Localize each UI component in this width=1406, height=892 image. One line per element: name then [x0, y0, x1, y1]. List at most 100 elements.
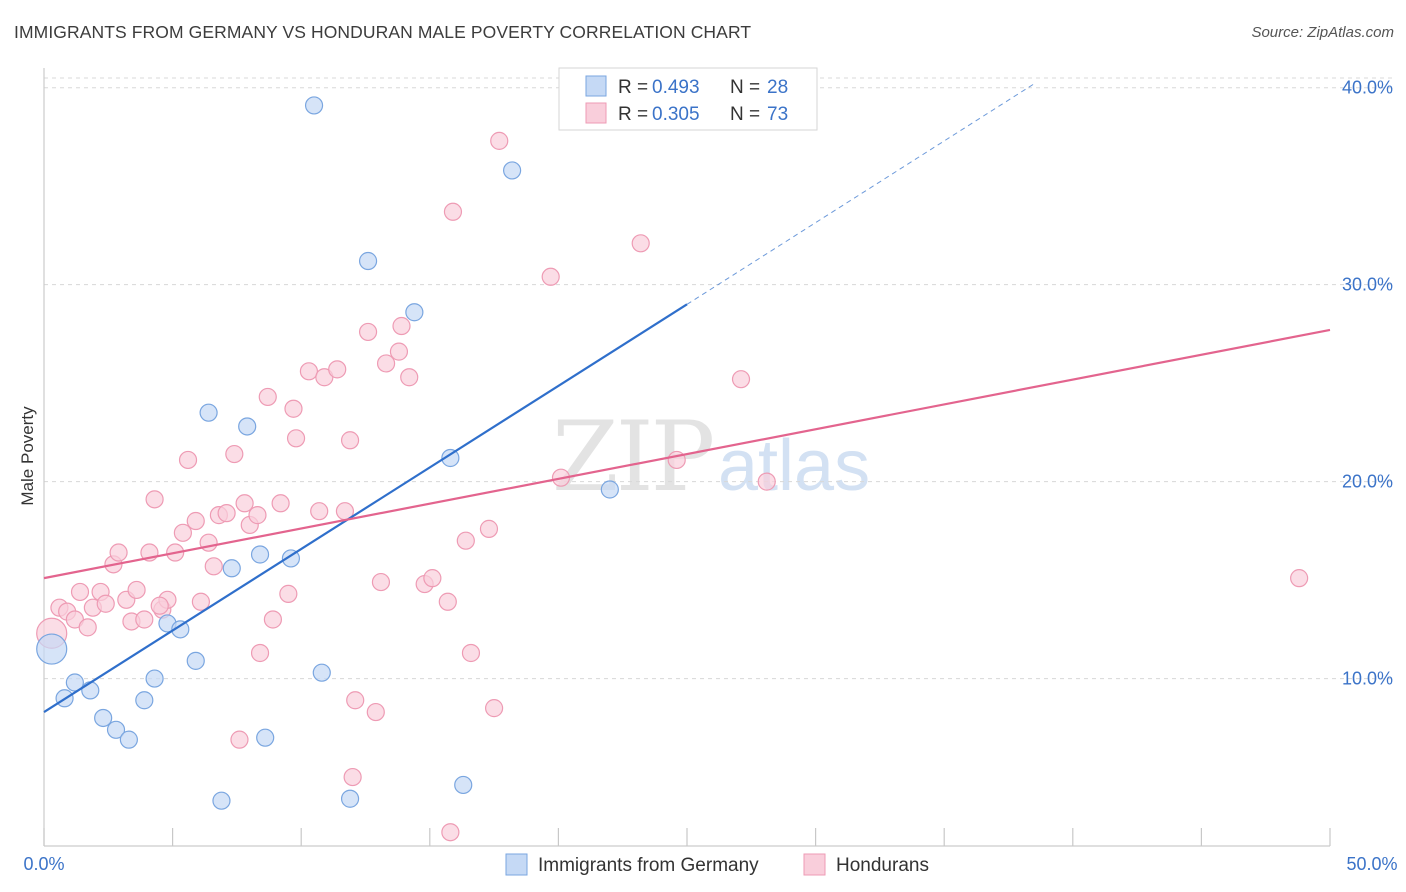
germany-point-17 — [256, 728, 275, 747]
trend-lines — [43, 83, 1331, 713]
bottom-legend-label-germany: Immigrants from Germany — [538, 855, 759, 876]
legend-r-label-2: R = — [618, 104, 648, 125]
germany-point-26 — [503, 161, 522, 180]
source-credit: Source: ZipAtlas.com — [1251, 24, 1394, 41]
germany-point-10 — [171, 620, 190, 639]
x-ticks — [43, 828, 1331, 846]
germany-point-20 — [312, 663, 331, 682]
honduran-point-68 — [731, 370, 751, 389]
germany-point-14 — [222, 559, 241, 578]
honduran-point-22 — [186, 511, 205, 531]
honduran-point-49 — [371, 572, 391, 592]
y-tick-label-20: 20.0% — [1342, 472, 1393, 492]
honduran-point-53 — [400, 368, 419, 387]
honduran-point-8 — [96, 594, 115, 613]
legend-n-value-2: 73 — [767, 104, 788, 125]
germany-point-8 — [145, 669, 164, 688]
germany-point-18 — [281, 549, 301, 568]
honduran-point-66 — [631, 234, 650, 253]
legend-swatch-germany — [585, 75, 607, 97]
legend-r-label-1: R = — [618, 77, 648, 98]
germany-point-25 — [454, 775, 473, 795]
germany-point-3 — [81, 681, 100, 700]
honduran-point-63 — [490, 131, 509, 150]
trend-line-germany — [43, 303, 688, 713]
honduran-point-52 — [392, 316, 411, 336]
trend-line-hondurans — [43, 328, 1331, 580]
honduran-point-13 — [127, 580, 146, 600]
honduran-point-57 — [441, 823, 460, 842]
honduran-point-64 — [541, 267, 560, 286]
bottom-legend-swatch-germany — [505, 853, 528, 876]
germany-point-0 — [36, 633, 68, 665]
honduran-point-38 — [284, 399, 303, 418]
honduran-point-16 — [145, 490, 164, 509]
watermark-zip: ZIP — [552, 401, 713, 513]
x-tick-label-max: 50.0% — [1346, 854, 1397, 874]
honduran-point-45 — [340, 431, 360, 450]
honduran-point-25 — [204, 557, 223, 576]
y-tick-labels: 10.0% 20.0% 30.0% 40.0% — [1342, 78, 1393, 689]
germany-point-2 — [65, 673, 84, 692]
y-tick-label-30: 30.0% — [1342, 275, 1393, 295]
honduran-point-69 — [757, 472, 776, 491]
chart-title: IMMIGRANTS FROM GERMANY VS HONDURAN MALE… — [14, 22, 752, 42]
honduran-point-71 — [343, 767, 362, 787]
honduran-point-21 — [178, 450, 198, 470]
honduran-point-14 — [135, 610, 154, 629]
germany-point-19 — [304, 96, 324, 115]
honduran-point-20 — [173, 523, 192, 542]
honduran-point-34 — [258, 387, 277, 407]
legend-n-value-1: 28 — [767, 77, 788, 98]
legend-r-value-1: 0.493 — [652, 77, 700, 98]
honduran-point-72 — [150, 596, 169, 615]
legend: R = 0.493 N = 28 R = 0.305 N = 73 — [558, 67, 818, 131]
honduran-point-47 — [358, 322, 378, 342]
honduran-point-29 — [230, 730, 249, 749]
series-germany — [36, 96, 619, 810]
y-tick-label-10: 10.0% — [1342, 669, 1393, 689]
germany-point-4 — [94, 708, 113, 728]
honduran-point-60 — [461, 643, 481, 663]
honduran-point-62 — [485, 699, 504, 718]
honduran-point-23 — [191, 592, 210, 611]
grid — [44, 77, 1395, 680]
series-hondurans — [36, 131, 1309, 842]
honduran-point-56 — [438, 592, 457, 611]
legend-n-label-2: N = — [730, 104, 760, 125]
bottom-legend-label-hondurans: Hondurans — [836, 855, 929, 876]
honduran-point-48 — [366, 702, 385, 722]
honduran-point-43 — [328, 360, 347, 379]
honduran-point-50 — [376, 354, 396, 373]
honduran-point-35 — [263, 610, 283, 629]
legend-r-value-2: 0.305 — [652, 104, 700, 125]
germany-point-11 — [186, 651, 205, 670]
y-axis-label: Male Poverty — [18, 406, 37, 506]
honduran-point-36 — [271, 494, 290, 513]
germany-point-7 — [135, 691, 154, 710]
honduran-point-30 — [235, 494, 254, 513]
honduran-point-28 — [225, 444, 244, 464]
honduran-point-46 — [346, 691, 365, 710]
germany-point-21 — [340, 789, 360, 808]
germany-point-16 — [250, 545, 270, 564]
honduran-point-51 — [389, 342, 409, 361]
trend-line-germany-extension — [686, 83, 1035, 305]
germany-point-13 — [212, 791, 231, 810]
honduran-point-39 — [286, 429, 306, 448]
bottom-legend-swatch-hondurans — [803, 853, 826, 876]
honduran-point-33 — [250, 643, 270, 663]
watermark-atlas: atlas — [718, 426, 870, 506]
honduran-point-70 — [1290, 569, 1309, 588]
honduran-point-59 — [456, 531, 475, 550]
honduran-point-55 — [423, 569, 442, 588]
germany-point-15 — [238, 417, 257, 436]
x-tick-label-min: 0.0% — [23, 854, 64, 874]
honduran-point-32 — [248, 506, 267, 525]
honduran-point-41 — [310, 502, 329, 521]
germany-point-24 — [441, 448, 460, 468]
legend-swatch-honduran — [585, 102, 607, 124]
germany-point-27 — [600, 480, 619, 499]
germany-point-12 — [199, 403, 218, 422]
